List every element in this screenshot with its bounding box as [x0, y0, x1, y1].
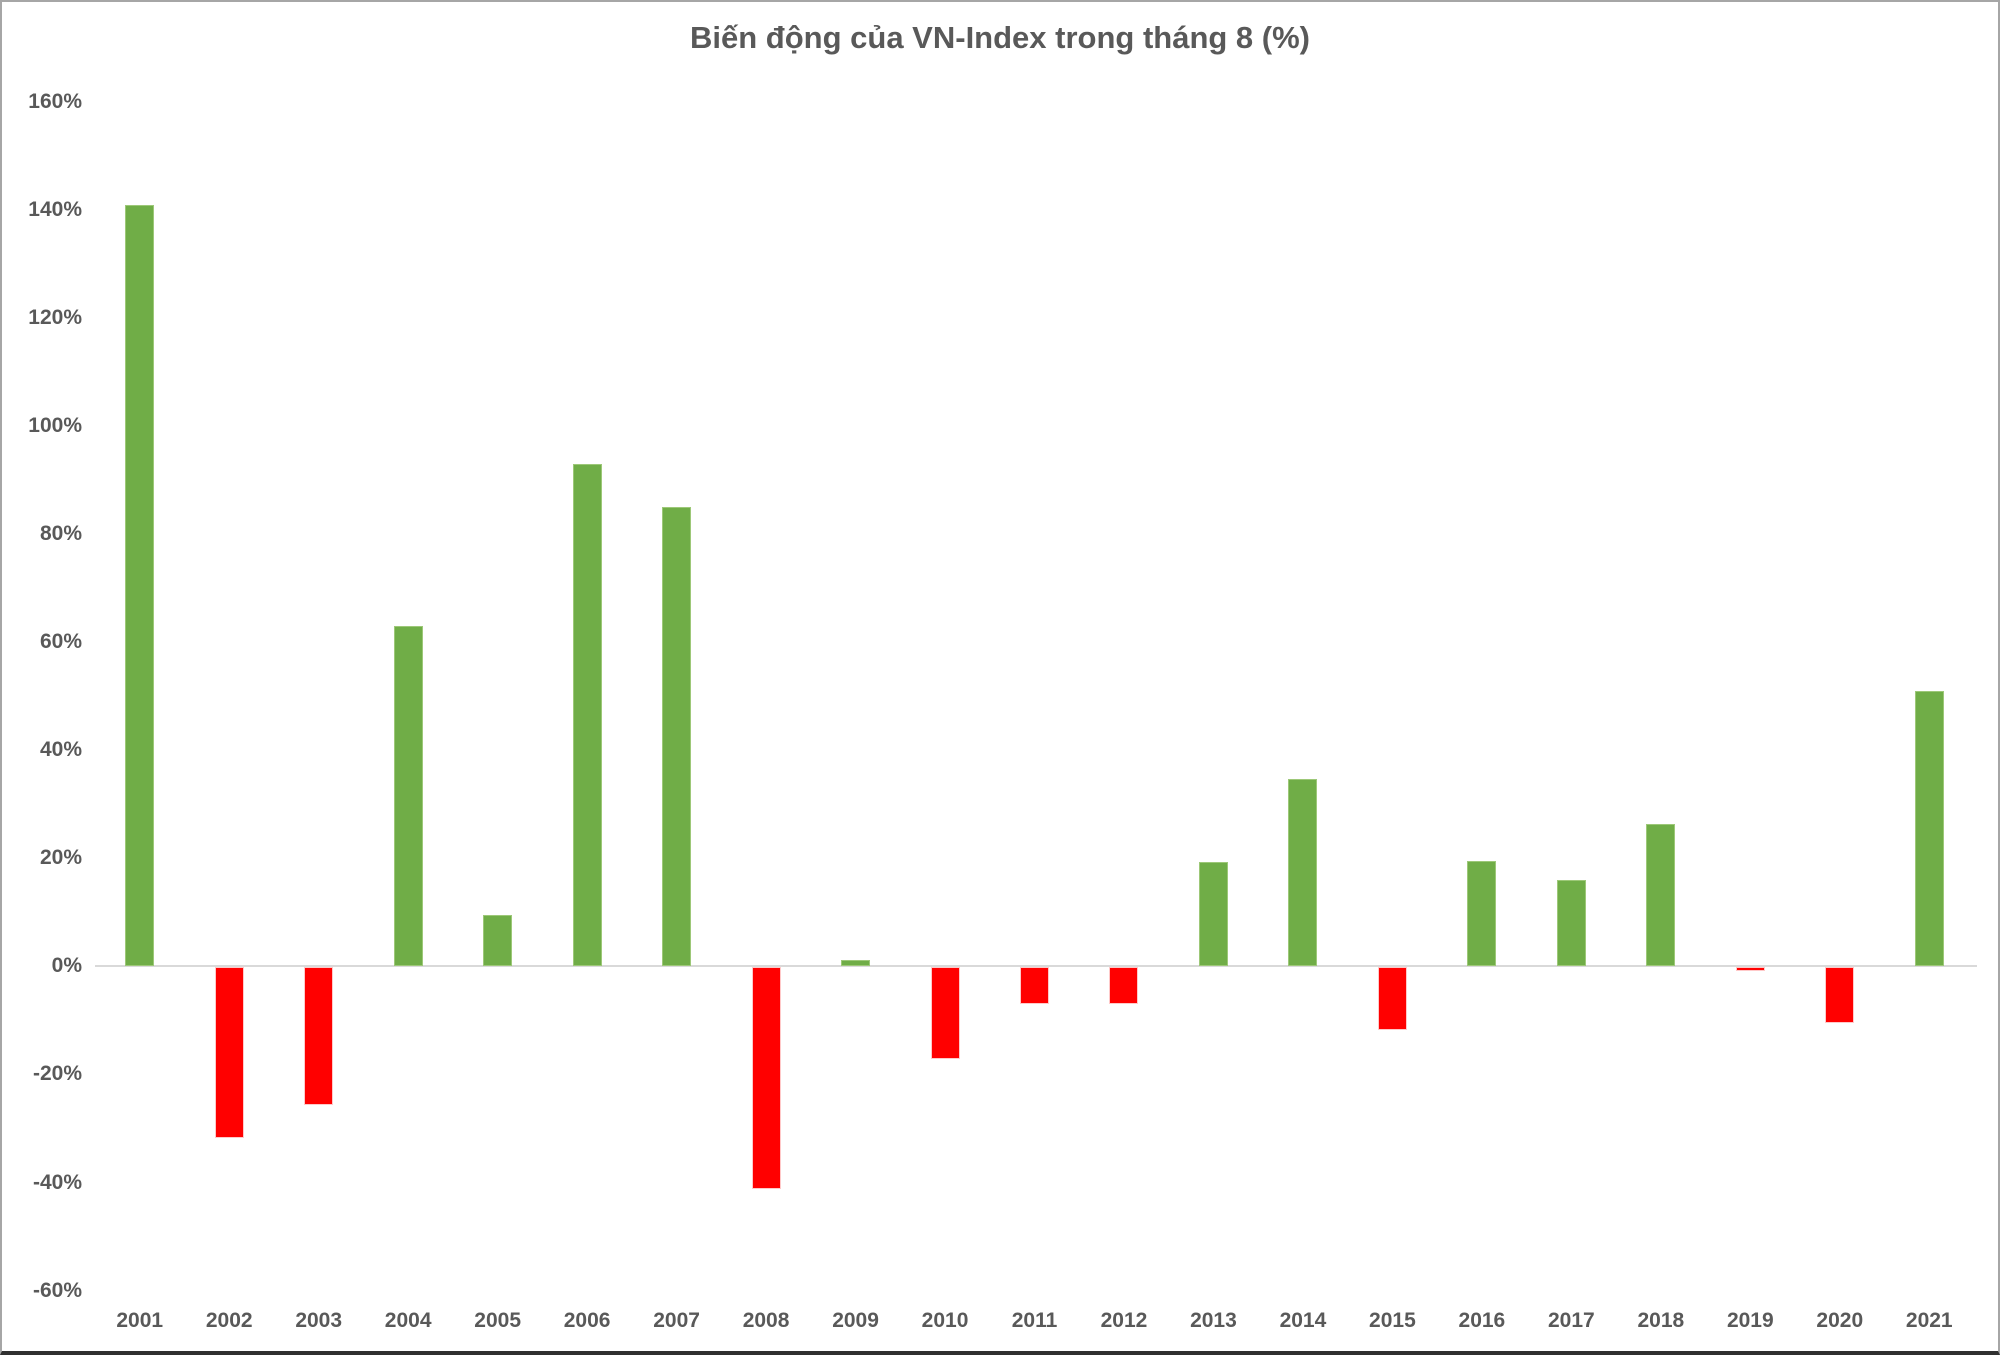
- y-axis-tick-label: 120%: [28, 306, 82, 330]
- bar-2002: [214, 967, 244, 1138]
- y-axis-tick-label: 60%: [39, 630, 82, 654]
- bar-2018: [1646, 824, 1676, 967]
- bar-2009: [841, 959, 871, 967]
- bar-2019: [1735, 967, 1765, 971]
- bar-2001: [125, 204, 155, 967]
- y-axis-tick-label: -40%: [32, 1170, 82, 1194]
- bar-2017: [1556, 879, 1586, 967]
- y-axis-tick-label: 100%: [28, 414, 82, 438]
- bar-2020: [1825, 967, 1855, 1024]
- bar-2013: [1198, 861, 1228, 967]
- x-axis-label-2015: 2015: [1369, 1309, 1416, 1332]
- bar-2004: [393, 626, 423, 967]
- y-axis-tick-label: 20%: [39, 846, 82, 870]
- x-axis-label-2002: 2002: [205, 1309, 253, 1332]
- x-axis-label-2013: 2013: [1190, 1309, 1237, 1332]
- bar-2015: [1377, 967, 1407, 1030]
- x-axis-label-2008: 2008: [742, 1309, 790, 1332]
- bar-2014: [1288, 779, 1318, 967]
- x-axis-label-2001: 2001: [116, 1309, 164, 1332]
- x-axis-label-2012: 2012: [1100, 1309, 1148, 1332]
- x-axis-label-2006: 2006: [563, 1309, 611, 1332]
- x-axis-label-2014: 2014: [1279, 1309, 1327, 1332]
- x-axis-label-2009: 2009: [832, 1309, 879, 1332]
- bar-2010: [930, 967, 960, 1060]
- y-axis-tick-label: 80%: [39, 522, 82, 546]
- x-axis-label-2016: 2016: [1458, 1309, 1506, 1332]
- y-axis-tick-label: 40%: [39, 738, 82, 762]
- x-axis-label-2017: 2017: [1547, 1309, 1595, 1332]
- y-axis-tick-label: 0%: [51, 954, 82, 978]
- x-axis-label-2011: 2011: [1011, 1309, 1058, 1332]
- x-axis-label-2019: 2019: [1726, 1309, 1774, 1332]
- bar-2006: [572, 463, 602, 967]
- y-axis-tick-label: -60%: [32, 1278, 82, 1302]
- x-axis-label-2010: 2010: [921, 1309, 969, 1332]
- bar-2011: [1020, 967, 1049, 1004]
- y-axis-tick-label: 160%: [28, 90, 82, 113]
- y-axis-tick-label: 140%: [28, 198, 82, 222]
- x-axis-label-2005: 2005: [474, 1309, 521, 1332]
- x-axis-label-2020: 2020: [1816, 1309, 1864, 1332]
- x-axis-label-2003: 2003: [295, 1309, 343, 1332]
- bar-2016: [1467, 861, 1497, 967]
- x-axis-label-2007: 2007: [653, 1309, 700, 1332]
- y-axis-tick-label: -20%: [32, 1062, 82, 1086]
- x-axis-label-2021: 2021: [1905, 1309, 1953, 1332]
- chart-title: Biến động của VN-Index trong tháng 8 (%): [690, 20, 1310, 55]
- bar-2005: [483, 915, 513, 967]
- bar-2007: [662, 507, 692, 967]
- zero-axis-line: [95, 965, 1977, 968]
- x-axis-label-2004: 2004: [384, 1309, 432, 1332]
- x-axis-label-2018: 2018: [1637, 1309, 1685, 1332]
- bar-2003: [304, 967, 334, 1106]
- bar-2012: [1109, 967, 1139, 1005]
- bar-2008: [751, 967, 781, 1189]
- bar-2021: [1914, 690, 1944, 967]
